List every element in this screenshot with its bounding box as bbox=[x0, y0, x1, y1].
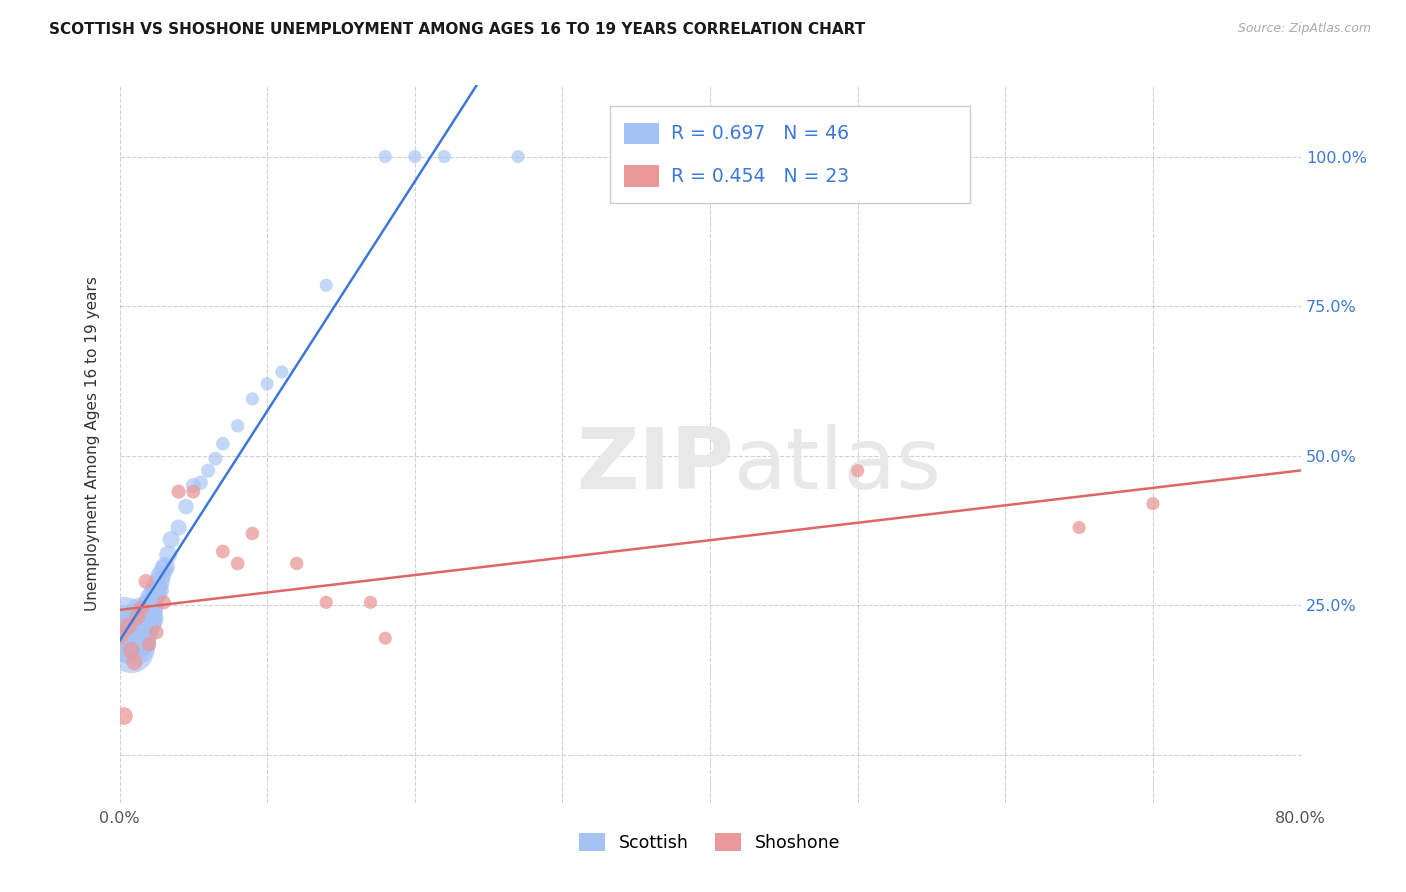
Point bbox=[125, 632, 148, 646]
Point bbox=[167, 520, 190, 534]
Point bbox=[433, 150, 456, 164]
Point bbox=[117, 622, 139, 636]
Point bbox=[139, 599, 162, 613]
Point bbox=[120, 643, 142, 657]
Point bbox=[112, 709, 135, 723]
Y-axis label: Unemployment Among Ages 16 to 19 years: Unemployment Among Ages 16 to 19 years bbox=[86, 277, 100, 611]
Point bbox=[108, 628, 131, 642]
Point bbox=[124, 655, 146, 669]
Point bbox=[506, 150, 529, 164]
Point bbox=[145, 625, 167, 640]
Point bbox=[226, 557, 249, 571]
Point bbox=[146, 583, 169, 598]
Text: SCOTTISH VS SHOSHONE UNEMPLOYMENT AMONG AGES 16 TO 19 YEARS CORRELATION CHART: SCOTTISH VS SHOSHONE UNEMPLOYMENT AMONG … bbox=[49, 22, 866, 37]
Point bbox=[120, 643, 142, 657]
Point bbox=[846, 464, 869, 478]
Point bbox=[128, 622, 150, 636]
Point bbox=[197, 464, 219, 478]
Point bbox=[135, 607, 157, 622]
Text: R = 0.454   N = 23: R = 0.454 N = 23 bbox=[671, 167, 849, 186]
Text: ZIP: ZIP bbox=[576, 424, 734, 507]
Point bbox=[404, 150, 426, 164]
Point bbox=[183, 478, 205, 492]
Point bbox=[153, 562, 174, 576]
Point bbox=[143, 586, 166, 600]
Point bbox=[360, 595, 382, 609]
Point bbox=[131, 619, 153, 633]
Point bbox=[129, 613, 152, 627]
Legend: Scottish, Shoshone: Scottish, Shoshone bbox=[572, 826, 848, 859]
Point bbox=[374, 632, 396, 646]
Point bbox=[174, 500, 197, 514]
Point bbox=[149, 568, 172, 582]
Point bbox=[148, 574, 170, 589]
Point bbox=[136, 613, 159, 627]
Point bbox=[374, 150, 396, 164]
Point bbox=[315, 595, 337, 609]
Point bbox=[127, 610, 149, 624]
Point bbox=[1142, 497, 1164, 511]
Point bbox=[135, 574, 157, 589]
Point bbox=[315, 278, 337, 293]
Point bbox=[121, 632, 143, 646]
Point bbox=[124, 637, 146, 651]
Text: Source: ZipAtlas.com: Source: ZipAtlas.com bbox=[1237, 22, 1371, 36]
Point bbox=[183, 484, 205, 499]
Point bbox=[132, 619, 155, 633]
Point bbox=[131, 601, 153, 615]
Point bbox=[1069, 520, 1091, 534]
Point bbox=[134, 616, 156, 631]
Point bbox=[138, 637, 160, 651]
Bar bbox=[624, 165, 659, 186]
Point bbox=[270, 365, 294, 379]
Text: R = 0.697   N = 46: R = 0.697 N = 46 bbox=[671, 124, 849, 143]
Point bbox=[127, 628, 149, 642]
Point bbox=[167, 484, 190, 499]
Point bbox=[242, 526, 264, 541]
Point bbox=[242, 392, 264, 406]
Point bbox=[285, 557, 308, 571]
Point bbox=[117, 619, 139, 633]
Point bbox=[256, 376, 278, 391]
Point bbox=[190, 475, 212, 490]
Bar bbox=[610, 106, 970, 203]
Point bbox=[131, 607, 153, 622]
Point bbox=[211, 436, 233, 450]
Point bbox=[211, 544, 233, 558]
Bar bbox=[624, 123, 659, 145]
Point bbox=[204, 451, 226, 466]
Point bbox=[138, 610, 160, 624]
Point bbox=[141, 592, 163, 607]
Point bbox=[145, 581, 167, 595]
Text: atlas: atlas bbox=[734, 424, 942, 507]
Point bbox=[153, 595, 174, 609]
Point bbox=[115, 632, 138, 646]
Point bbox=[138, 601, 160, 615]
Point bbox=[155, 559, 177, 574]
Point bbox=[112, 616, 135, 631]
Point bbox=[124, 619, 146, 633]
Point bbox=[160, 533, 183, 547]
Point bbox=[157, 548, 180, 562]
Point bbox=[226, 418, 249, 433]
